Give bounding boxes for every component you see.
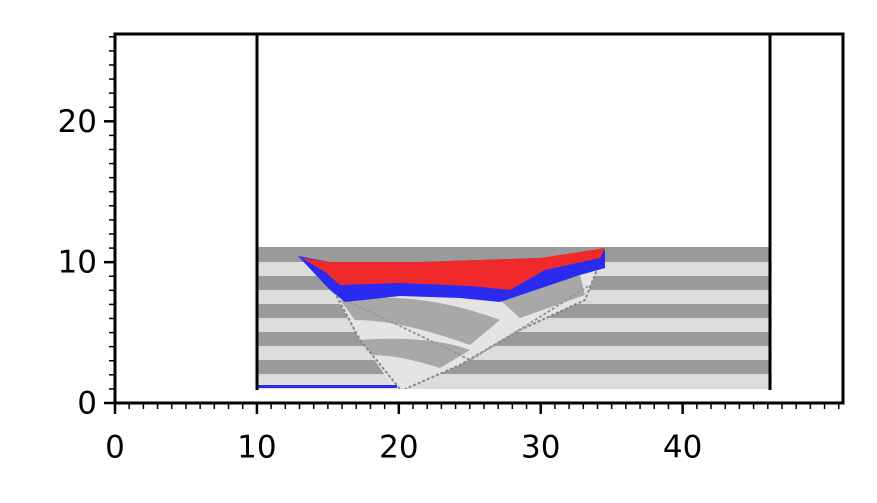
y-tick-label: 20 — [58, 104, 97, 140]
y-tick-label: 0 — [77, 386, 97, 422]
x-tick-label: 10 — [237, 430, 276, 466]
x-tick-label: 0 — [105, 430, 125, 466]
plot-frame — [113, 32, 845, 405]
simulation-image — [257, 247, 770, 389]
x-tick-label: 30 — [521, 430, 560, 466]
x-tick-label: 40 — [663, 430, 702, 466]
x-tick-label: 20 — [379, 430, 418, 466]
y-tick-label: 10 — [58, 245, 97, 281]
